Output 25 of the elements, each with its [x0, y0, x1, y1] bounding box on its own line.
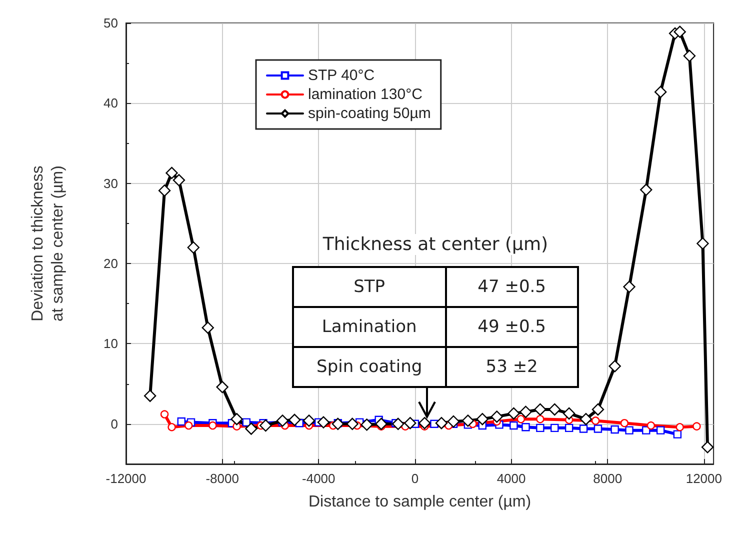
y-tick-label: 10 — [104, 336, 118, 352]
annotation: 49 ±0.5 — [446, 307, 578, 347]
annotation: Lamination — [293, 307, 446, 347]
y-tick-label: 20 — [104, 256, 118, 272]
annotation: 47 ±0.5 — [446, 267, 578, 307]
x-tick-label: 8000 — [593, 471, 622, 486]
y-tick-label: 0 — [110, 416, 118, 432]
x-tick-label: -4000 — [302, 471, 336, 486]
x-tick-label: -8000 — [206, 471, 239, 486]
legend-label: STP 40°C — [308, 67, 375, 84]
y-tick-label: 50 — [104, 16, 118, 30]
x-tick-label: -12000 — [106, 471, 146, 486]
x-tick-label: 4000 — [496, 471, 526, 486]
y-tick-label: 40 — [104, 96, 118, 111]
annotation: Spin coating — [293, 347, 446, 387]
legend-label: spin-coating 50µm — [308, 105, 431, 122]
x-axis-title: Distance to sample center (µm) — [308, 494, 532, 510]
legend-label: lamination 130°C — [308, 86, 423, 103]
y-axis-title: Deviation to thickness at sample center (µm) — [30, 166, 66, 322]
annotation: 53 ±2 — [446, 347, 578, 387]
annotation: Thickness at center (µm) — [322, 234, 548, 255]
x-tick-label: 0 — [411, 471, 419, 486]
y-tick-label: 30 — [104, 176, 118, 191]
x-tick-label: 12000 — [686, 471, 722, 486]
annotation: STP — [293, 267, 446, 307]
